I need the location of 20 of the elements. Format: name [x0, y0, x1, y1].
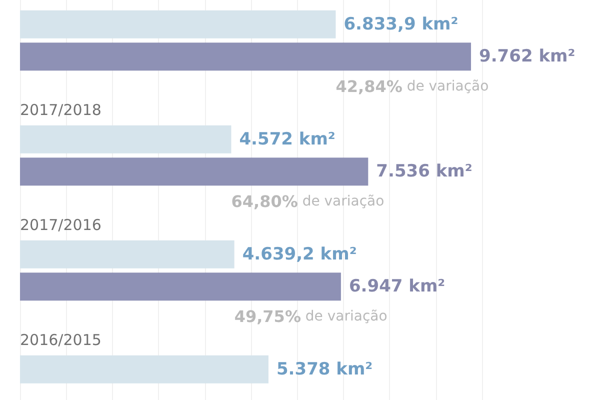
data-label: 7.536 km²	[376, 161, 472, 182]
data-label: 4.572 km²	[239, 128, 336, 149]
data-label: 6.947 km²	[348, 276, 446, 296]
data-label: 5.378 km²	[276, 358, 373, 379]
bar	[20, 272, 341, 300]
data-label: 9.762 km²	[479, 46, 576, 66]
y-tick-label: 2016/2015	[20, 330, 102, 348]
bar	[20, 124, 232, 153]
data-label: 4.639,2 km²	[242, 244, 357, 264]
bar	[20, 240, 234, 268]
bar	[20, 157, 368, 186]
bar	[20, 354, 268, 383]
bar	[20, 42, 472, 70]
annotation: 49,75% de variação	[234, 306, 388, 326]
y-tick-label: 2017/2016	[20, 216, 102, 234]
y-tick-label: 2017/2018	[20, 100, 102, 118]
annotation: 42,84% de variação	[336, 76, 489, 96]
annotation: 64,80% de variação	[231, 192, 384, 210]
data-label: 6.833,9 km²	[344, 14, 458, 34]
bar	[20, 10, 336, 38]
